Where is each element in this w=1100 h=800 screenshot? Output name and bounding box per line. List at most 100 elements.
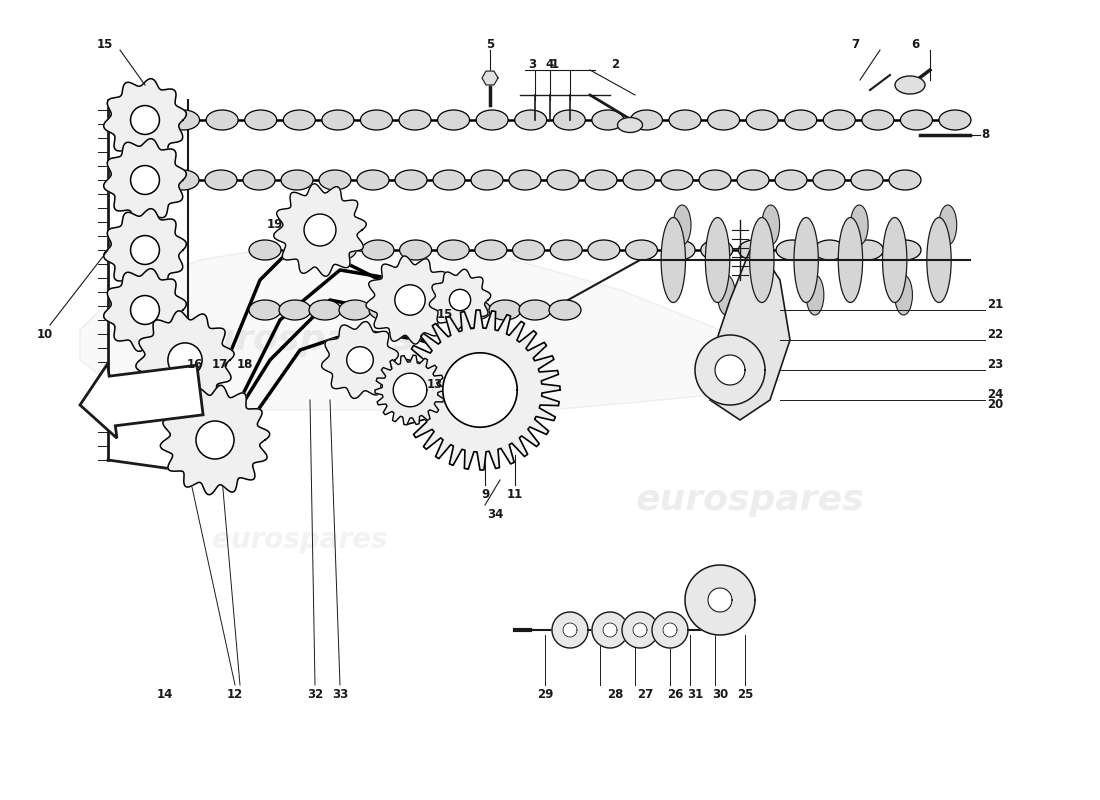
Ellipse shape	[475, 240, 507, 260]
Text: eurospares: eurospares	[186, 323, 415, 357]
Polygon shape	[321, 322, 398, 398]
Ellipse shape	[669, 110, 701, 130]
Ellipse shape	[585, 170, 617, 190]
Text: 20: 20	[987, 398, 1003, 411]
Ellipse shape	[698, 170, 732, 190]
Text: 14: 14	[157, 689, 173, 702]
Ellipse shape	[882, 218, 906, 302]
Ellipse shape	[889, 240, 921, 260]
Circle shape	[346, 346, 373, 374]
Text: 12: 12	[227, 689, 243, 702]
Ellipse shape	[549, 300, 581, 320]
Circle shape	[131, 295, 160, 325]
Ellipse shape	[287, 240, 319, 260]
Text: 10: 10	[37, 329, 53, 342]
Polygon shape	[103, 78, 186, 162]
Ellipse shape	[838, 218, 862, 302]
Text: 15: 15	[97, 38, 113, 51]
Text: 4: 4	[546, 58, 554, 71]
Polygon shape	[603, 623, 617, 637]
Ellipse shape	[358, 170, 389, 190]
Ellipse shape	[243, 170, 275, 190]
Ellipse shape	[399, 300, 431, 320]
Circle shape	[131, 166, 160, 194]
Ellipse shape	[587, 240, 619, 260]
Polygon shape	[103, 138, 186, 222]
Ellipse shape	[324, 240, 356, 260]
Ellipse shape	[851, 170, 883, 190]
Ellipse shape	[284, 110, 316, 130]
Polygon shape	[274, 184, 366, 276]
Ellipse shape	[206, 110, 238, 130]
Ellipse shape	[433, 170, 465, 190]
Polygon shape	[393, 374, 427, 406]
Polygon shape	[482, 71, 498, 85]
Ellipse shape	[784, 110, 816, 130]
Text: 25: 25	[737, 689, 754, 702]
Ellipse shape	[806, 275, 824, 315]
Polygon shape	[632, 623, 647, 637]
Ellipse shape	[399, 110, 431, 130]
Ellipse shape	[547, 170, 579, 190]
Text: 28: 28	[607, 689, 624, 702]
Ellipse shape	[429, 300, 461, 320]
Polygon shape	[443, 353, 517, 427]
Circle shape	[168, 343, 202, 377]
Ellipse shape	[519, 300, 551, 320]
Ellipse shape	[476, 110, 508, 130]
Polygon shape	[400, 310, 560, 470]
Ellipse shape	[205, 170, 236, 190]
Ellipse shape	[129, 170, 161, 190]
Ellipse shape	[927, 218, 952, 302]
Ellipse shape	[319, 170, 351, 190]
Ellipse shape	[513, 240, 544, 260]
Polygon shape	[161, 386, 270, 494]
Polygon shape	[695, 335, 764, 405]
Ellipse shape	[361, 110, 393, 130]
Text: 34: 34	[487, 509, 503, 522]
Polygon shape	[708, 588, 732, 612]
Polygon shape	[710, 250, 790, 420]
Ellipse shape	[490, 300, 521, 320]
Ellipse shape	[437, 240, 470, 260]
Ellipse shape	[368, 300, 402, 320]
Circle shape	[196, 421, 234, 459]
Ellipse shape	[592, 110, 624, 130]
Ellipse shape	[399, 240, 431, 260]
Ellipse shape	[794, 218, 818, 302]
Text: 33: 33	[332, 689, 348, 702]
Polygon shape	[663, 623, 676, 637]
Ellipse shape	[280, 170, 314, 190]
Text: 27: 27	[637, 689, 653, 702]
Ellipse shape	[738, 240, 770, 260]
Text: 24: 24	[987, 389, 1003, 402]
Text: 6: 6	[911, 38, 920, 51]
Ellipse shape	[750, 218, 774, 302]
Text: 21: 21	[987, 298, 1003, 311]
Ellipse shape	[673, 205, 691, 245]
Polygon shape	[563, 623, 578, 637]
Ellipse shape	[339, 300, 371, 320]
Ellipse shape	[889, 170, 921, 190]
Ellipse shape	[249, 300, 280, 320]
Ellipse shape	[515, 110, 547, 130]
Text: 22: 22	[987, 329, 1003, 342]
Circle shape	[131, 235, 160, 265]
Ellipse shape	[244, 110, 277, 130]
Polygon shape	[621, 612, 658, 648]
Ellipse shape	[249, 240, 280, 260]
Text: eurospares: eurospares	[636, 483, 865, 517]
Ellipse shape	[746, 110, 778, 130]
Polygon shape	[366, 256, 454, 344]
Ellipse shape	[851, 240, 883, 260]
Text: 15: 15	[437, 309, 453, 322]
Ellipse shape	[395, 170, 427, 190]
Circle shape	[395, 285, 426, 315]
Polygon shape	[80, 240, 780, 410]
Ellipse shape	[471, 170, 503, 190]
Ellipse shape	[626, 240, 658, 260]
Text: 18: 18	[236, 358, 253, 371]
Ellipse shape	[777, 240, 808, 260]
Ellipse shape	[701, 240, 733, 260]
Polygon shape	[552, 612, 589, 648]
